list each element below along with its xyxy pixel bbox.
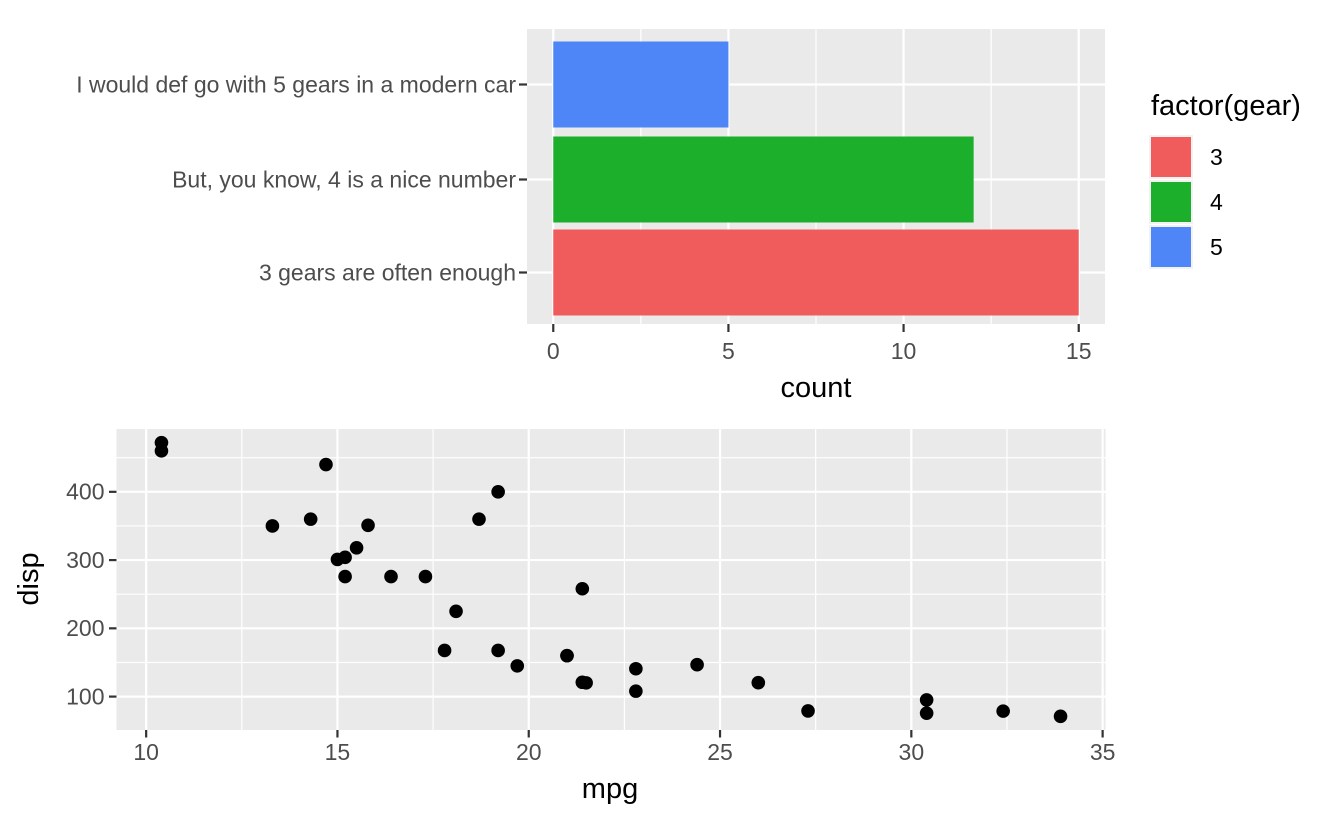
bar <box>553 136 974 223</box>
scatter-point <box>1053 709 1068 724</box>
scatter-point <box>629 684 643 698</box>
scatter-point <box>303 512 318 526</box>
y-tick-label: 200 <box>66 615 104 641</box>
x-tick-label: 25 <box>707 739 733 765</box>
mpg-disp-scatter: 10 15 20 25 30 35 100 200 300 400 <box>66 429 1115 765</box>
scatter-point <box>510 659 525 673</box>
scatter-point <box>996 704 1010 718</box>
scatter-point <box>751 675 766 690</box>
scatter-point <box>437 643 452 658</box>
legend-key-swatch <box>1149 135 1193 179</box>
legend-entry: 5 <box>1149 225 1301 269</box>
scatter-point <box>418 569 433 584</box>
scatter-x-axis-title: mpg <box>582 773 638 805</box>
scatter-point <box>575 581 590 596</box>
scatter-point <box>330 552 345 567</box>
bar-x-axis-title: count <box>781 372 852 404</box>
legend-entries: 3 4 5 <box>1149 135 1301 269</box>
scatter-point <box>472 512 486 526</box>
scatter-point <box>690 657 704 672</box>
scatter-point <box>575 675 590 690</box>
scatter-point <box>349 540 364 555</box>
scatter-point <box>449 604 463 619</box>
bar <box>553 229 1079 316</box>
y-tick-label: 100 <box>66 683 104 709</box>
y-tick-label: I would def go with 5 gears in a modern … <box>76 71 516 97</box>
scatter-point <box>491 485 505 499</box>
legend: factor(gear) 3 4 5 <box>1149 90 1301 270</box>
scatter-point <box>319 457 333 472</box>
bar <box>553 41 729 128</box>
legend-key-label: 5 <box>1210 233 1223 260</box>
y-tick-label: But, you know, 4 is a nice number <box>172 166 516 192</box>
scatter-point <box>154 444 169 458</box>
gear-bar-chart: 0 5 10 15 I would def go with 5 gears in a m… <box>76 29 1105 364</box>
legend-entry: 4 <box>1149 180 1301 224</box>
legend-key-swatch <box>1149 180 1193 224</box>
x-tick-label: 10 <box>891 338 917 364</box>
legend-entry: 3 <box>1149 135 1301 179</box>
y-tick-label: 400 <box>66 479 104 505</box>
scatter-point <box>265 519 280 533</box>
x-tick-label: 35 <box>1090 739 1116 765</box>
scatter-point <box>919 693 934 707</box>
legend-key-label: 4 <box>1210 188 1223 215</box>
x-tick-label: 5 <box>722 338 735 364</box>
scatter-point <box>338 569 352 584</box>
y-tick-label: 3 gears are often enough <box>259 259 516 285</box>
legend-title: factor(gear) <box>1151 90 1301 122</box>
scatter-point <box>629 661 643 676</box>
plot-panel <box>116 429 1106 730</box>
x-tick-label: 20 <box>516 739 542 765</box>
scatter-y-axis-title: disp <box>13 552 45 605</box>
x-tick-label: 15 <box>1066 338 1092 364</box>
scatter-point <box>560 648 574 663</box>
x-tick-label: 15 <box>325 739 351 765</box>
legend-key-label: 3 <box>1210 143 1223 170</box>
scatter-point <box>491 643 505 658</box>
scatter-point <box>384 569 398 584</box>
x-tick-label: 0 <box>547 338 560 364</box>
x-tick-label: 30 <box>899 739 925 765</box>
legend-key-swatch <box>1149 225 1193 269</box>
scatter-point <box>361 518 375 533</box>
scatter-point <box>919 706 934 720</box>
y-tick-label: 300 <box>66 547 104 573</box>
scatter-point <box>801 704 815 718</box>
x-tick-label: 10 <box>133 739 159 765</box>
